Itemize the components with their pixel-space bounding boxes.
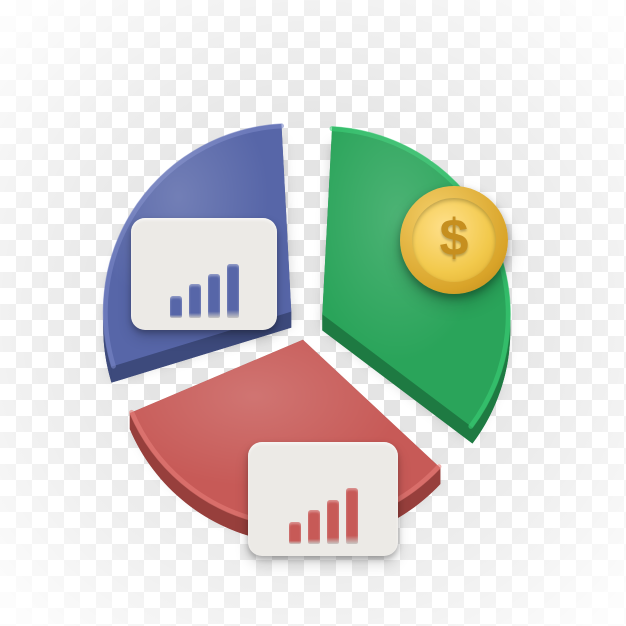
mini-bar bbox=[327, 500, 339, 544]
graphic-stage: $ bbox=[0, 0, 626, 626]
mini-bar bbox=[227, 264, 239, 318]
dollar-sign: $ bbox=[440, 208, 469, 268]
mini-bar bbox=[189, 284, 201, 318]
mini-bar-chart-badge-red bbox=[248, 442, 398, 556]
mini-bar bbox=[346, 488, 358, 544]
mini-bar bbox=[208, 274, 220, 318]
mini-bar bbox=[289, 522, 301, 544]
dollar-coin-icon: $ bbox=[400, 186, 508, 294]
coin-face: $ bbox=[412, 198, 496, 282]
mini-bar-chart-badge-blue bbox=[131, 218, 277, 330]
mini-bar bbox=[170, 296, 182, 318]
mini-bar bbox=[308, 510, 320, 544]
